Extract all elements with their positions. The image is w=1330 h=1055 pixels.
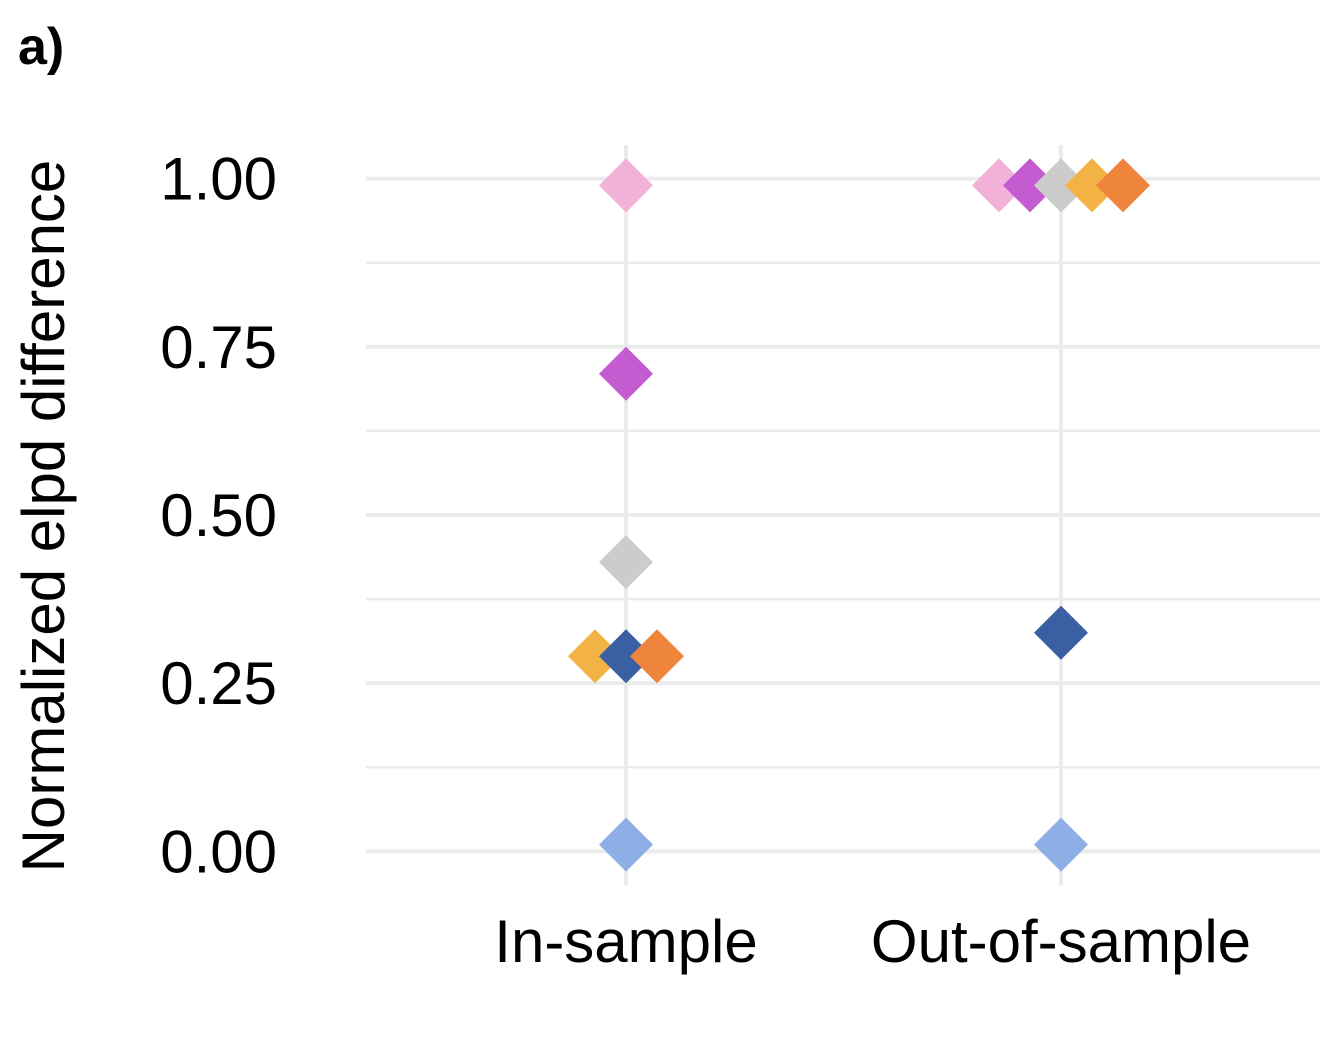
data-point-diamond [599,158,653,213]
x-tick-labels: In-sample Out-of-sample [494,908,1251,975]
data-point-diamond [599,535,653,590]
data-points [568,158,1150,872]
data-point-diamond [599,629,653,684]
y-axis-title: Normalized elpd difference [10,160,77,873]
data-point-diamond [599,346,653,401]
data-point-diamond [599,817,653,872]
data-point-diamond [1003,158,1057,213]
panel-label: a) [18,18,64,76]
y-tick-label: 0.25 [160,650,277,717]
data-point-diamond [568,629,622,684]
data-point-diamond [630,629,684,684]
y-tick-label: 1.00 [160,146,277,213]
data-point-diamond [1034,605,1088,660]
y-tick-labels: 0.00 0.25 0.50 0.75 1.00 [160,146,277,886]
data-point-diamond [972,158,1026,213]
data-point-diamond [1034,817,1088,872]
y-tick-label: 0.00 [160,818,277,885]
y-tick-label: 0.50 [160,482,277,549]
x-tick-label: In-sample [494,908,757,975]
data-point-diamond [1065,158,1119,213]
grid-layer [366,145,1320,885]
x-tick-label: Out-of-sample [871,908,1251,975]
data-point-diamond [1034,158,1088,213]
data-point-diamond [1096,158,1150,213]
y-tick-label: 0.75 [160,314,277,381]
